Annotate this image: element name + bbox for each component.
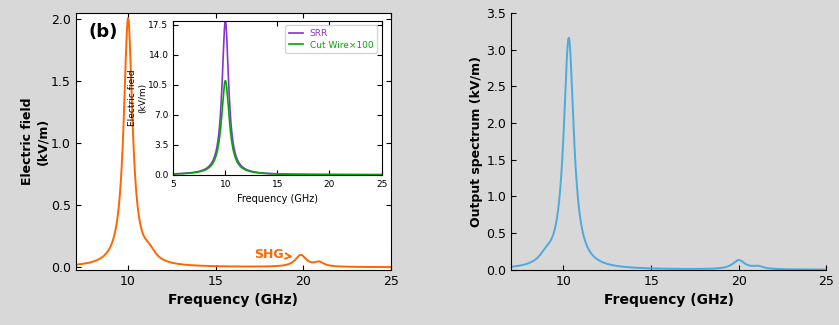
Y-axis label: Electric field
(kV/m): Electric field (kV/m) — [21, 98, 50, 185]
X-axis label: Frequency (GHz): Frequency (GHz) — [169, 293, 298, 307]
X-axis label: Frequency (GHz): Frequency (GHz) — [604, 293, 733, 307]
Y-axis label: Output spectrum (kV/m): Output spectrum (kV/m) — [471, 56, 483, 227]
Text: (b): (b) — [88, 23, 117, 41]
Text: SHG: SHG — [254, 248, 291, 261]
